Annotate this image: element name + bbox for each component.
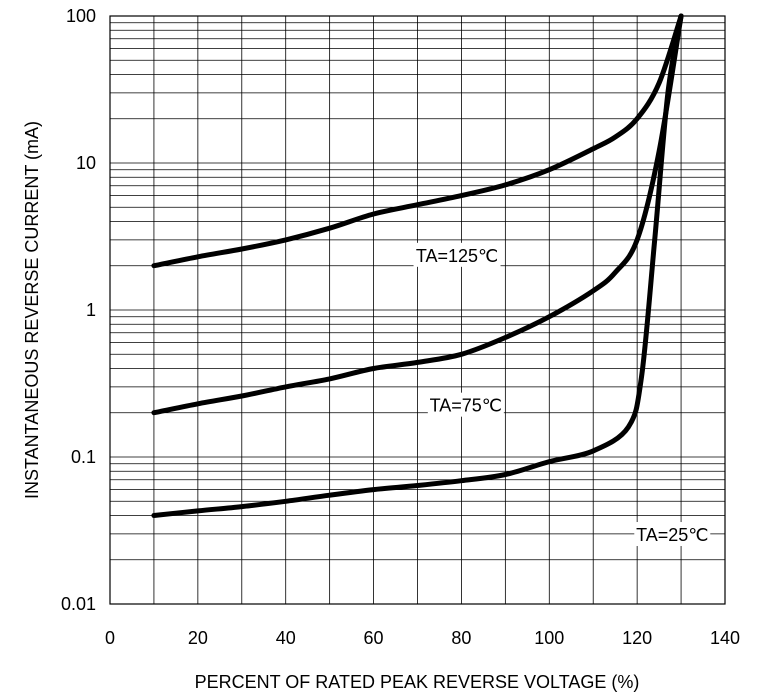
series-line <box>151 13 684 269</box>
plot-frame <box>109 15 726 605</box>
curves <box>151 13 684 518</box>
x-tick-label: 60 <box>364 628 384 648</box>
y-tick-label: 0.01 <box>61 594 96 614</box>
series-line <box>151 13 684 416</box>
x-tick-label: 40 <box>276 628 296 648</box>
x-tick-label: 140 <box>710 628 740 648</box>
y-axis-title: INSTANTANEOUS REVERSE CURRENT (mA) <box>22 121 42 499</box>
series-label-background <box>634 522 711 547</box>
x-tick-label: 20 <box>188 628 208 648</box>
series-label-background <box>413 242 501 267</box>
y-tick-label: 10 <box>76 153 96 173</box>
y-tick-label: 100 <box>66 6 96 26</box>
tick-labels: 0 20 40 60 80 100 120 140 0.01 0.1 1 10 100 <box>61 6 740 648</box>
series-label: TA=75℃ <box>430 396 502 416</box>
y-tick-label: 1 <box>86 300 96 320</box>
series-label: TA=25℃ <box>636 525 708 545</box>
series-line <box>151 13 684 518</box>
series-labels: TA=125℃ TA=75℃ TA=25℃ <box>413 242 711 547</box>
x-tick-label: 100 <box>534 628 564 648</box>
x-tick-label: 80 <box>451 628 471 648</box>
series-label-background <box>427 392 504 417</box>
grid <box>110 16 725 604</box>
y-tick-label: 0.1 <box>71 447 96 467</box>
x-tick-label: 120 <box>622 628 652 648</box>
series-label: TA=125℃ <box>416 246 498 266</box>
x-axis-title: PERCENT OF RATED PEAK REVERSE VOLTAGE (%… <box>195 672 640 692</box>
x-tick-label: 0 <box>105 628 115 648</box>
